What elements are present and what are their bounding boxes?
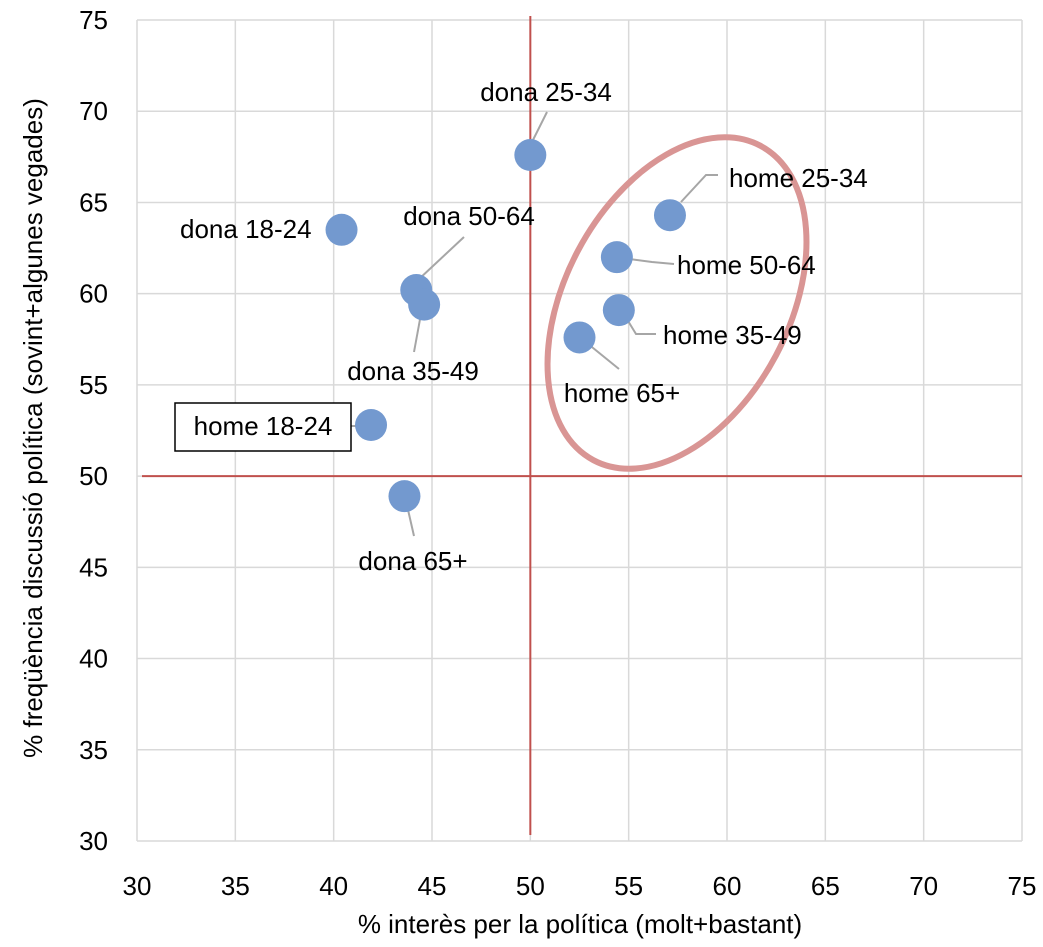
leader-line xyxy=(680,174,718,203)
point-label-box xyxy=(174,402,352,452)
y-tick-label: 65 xyxy=(79,187,108,217)
data-point xyxy=(388,480,421,513)
y-tick-label: 35 xyxy=(79,735,108,765)
data-point xyxy=(600,241,633,274)
x-tick-label: 75 xyxy=(1008,871,1037,901)
y-axis-ticks: 30 35 40 45 50 55 60 65 70 75 xyxy=(79,5,108,856)
point-label: dona 35-49 xyxy=(347,356,479,386)
y-axis-title: % freqüència discussió política (sovint+… xyxy=(18,98,48,758)
x-axis-title: % interès per la política (molt+bastant) xyxy=(358,909,802,939)
data-point xyxy=(325,213,358,246)
point-label: home 25-34 xyxy=(729,163,868,193)
leader-line xyxy=(532,111,548,141)
point-label: dona 50-64 xyxy=(403,201,535,231)
gridlines xyxy=(136,19,1023,842)
y-tick-label: 55 xyxy=(79,370,108,400)
data-point xyxy=(514,139,547,172)
x-tick-label: 70 xyxy=(909,871,938,901)
point-label: home 35-49 xyxy=(663,320,802,350)
x-tick-label: 65 xyxy=(811,871,840,901)
x-tick-label: 40 xyxy=(319,871,348,901)
x-tick-label: 30 xyxy=(123,871,152,901)
data-point xyxy=(653,199,686,232)
y-tick-label: 70 xyxy=(79,96,108,126)
x-tick-label: 35 xyxy=(221,871,250,901)
leader-line xyxy=(417,236,465,281)
data-point xyxy=(602,294,635,327)
point-label: dona 65+ xyxy=(358,546,467,576)
y-tick-label: 75 xyxy=(79,5,108,35)
x-tick-label: 60 xyxy=(713,871,742,901)
y-tick-label: 60 xyxy=(79,279,108,309)
point-labels: dona 25-34 home 25-34 dona 18-24 dona 50-64… xyxy=(174,77,868,576)
data-point xyxy=(355,409,388,442)
x-tick-label: 55 xyxy=(614,871,643,901)
highlight-ellipse xyxy=(544,134,810,472)
point-label: home 50-64 xyxy=(677,250,816,280)
x-tick-label: 45 xyxy=(418,871,447,901)
y-tick-label: 30 xyxy=(79,826,108,856)
y-tick-label: 40 xyxy=(79,644,108,674)
highlight-ellipse-layer xyxy=(544,134,810,472)
data-points xyxy=(325,139,686,513)
point-label: dona 25-34 xyxy=(480,77,612,107)
point-label: home 18-24 xyxy=(194,411,333,441)
y-tick-label: 45 xyxy=(79,552,108,582)
point-label: dona 18-24 xyxy=(180,214,312,244)
y-tick-label: 50 xyxy=(79,461,108,491)
point-label: home 65+ xyxy=(564,378,680,408)
x-tick-label: 50 xyxy=(516,871,545,901)
data-point xyxy=(408,288,441,321)
x-axis-ticks: 30 35 40 45 50 55 60 65 70 75 xyxy=(123,871,1037,901)
data-point xyxy=(563,321,596,354)
